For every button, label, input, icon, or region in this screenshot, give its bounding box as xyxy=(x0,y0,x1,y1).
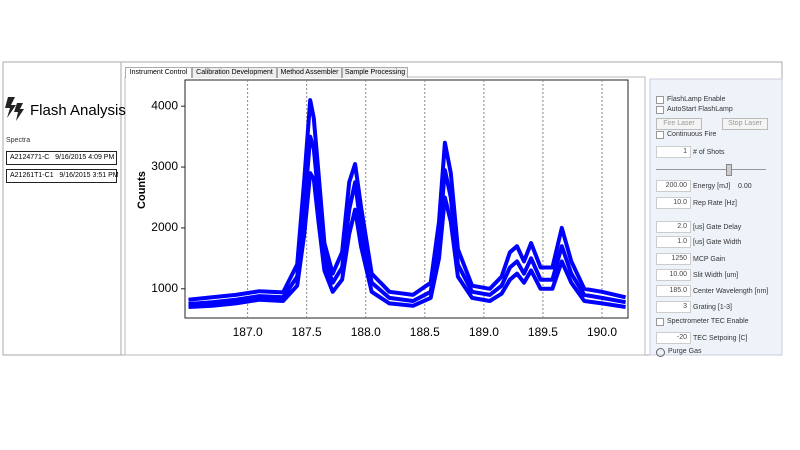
slider-track[interactable] xyxy=(656,169,766,170)
y-tick-label: 3000 xyxy=(151,159,178,173)
purge-label: Purge Gas xyxy=(668,348,702,355)
input-field[interactable]: 1250 xyxy=(656,253,691,265)
x-tick-label: 187.5 xyxy=(292,325,322,339)
y-tick-label: 2000 xyxy=(151,220,178,234)
spectrum-trace xyxy=(188,134,626,306)
spectrum-trace xyxy=(188,171,626,309)
y-tick-label: 1000 xyxy=(151,281,178,295)
purge-toggle[interactable] xyxy=(656,348,665,357)
checkbox[interactable] xyxy=(656,96,664,104)
input-field[interactable]: 1 xyxy=(656,146,691,158)
field-label: Rep Rate [Hz] xyxy=(693,200,737,207)
input-field[interactable]: -20 xyxy=(656,332,691,344)
checkbox[interactable] xyxy=(656,318,664,326)
energy-reading: 0.00 xyxy=(738,183,752,190)
tab[interactable]: Sample Processing xyxy=(342,67,408,78)
x-tick-label: 188.5 xyxy=(410,325,440,339)
x-tick-label: 189.5 xyxy=(528,325,558,339)
checkbox[interactable] xyxy=(656,131,664,139)
y-tick-label: 4000 xyxy=(151,98,178,112)
field-label: MCP Gain xyxy=(693,256,726,263)
slider-thumb[interactable] xyxy=(726,164,732,176)
field-label: [us] Gate Delay xyxy=(693,224,742,231)
tab[interactable]: Calibration Development xyxy=(192,67,277,78)
field-label: TEC Setpoing [C] xyxy=(693,335,748,342)
field-label: Grating [1-3] xyxy=(693,304,732,311)
x-tick-label: 187.0 xyxy=(233,325,263,339)
button[interactable]: Fire Laser xyxy=(656,118,702,130)
checkbox[interactable] xyxy=(656,106,664,114)
logo xyxy=(5,97,24,121)
app-title: Flash Analysis xyxy=(30,102,126,119)
spectra-label: Spectra xyxy=(6,137,31,144)
field-label: Slit Width [um] xyxy=(693,272,739,279)
x-tick-label: 189.0 xyxy=(469,325,499,339)
spectrum-item[interactable]: A2124771-C 9/16/2015 4:09 PM xyxy=(6,151,117,165)
tab[interactable]: Method Assembler xyxy=(277,67,342,78)
input-field[interactable]: 200.00 xyxy=(656,180,691,192)
input-field[interactable]: 1.0 xyxy=(656,236,691,248)
tab[interactable]: Instrument Control xyxy=(125,67,192,78)
spectrum-trace xyxy=(188,98,627,302)
checkbox-label: Spectrometer TEC Enable xyxy=(667,318,749,325)
field-label: # of Shots xyxy=(693,149,725,156)
x-tick-label: 190.0 xyxy=(587,325,617,339)
y-axis-label: Counts xyxy=(136,171,148,209)
field-label: Center Wavelength [nm] xyxy=(693,288,769,295)
field-label: [us] Gate Width xyxy=(693,239,742,246)
input-field[interactable]: 185.0 xyxy=(656,285,691,297)
field-label: Energy [mJ] xyxy=(693,183,731,190)
x-tick-label: 188.0 xyxy=(351,325,381,339)
plot-area xyxy=(184,79,629,319)
input-field[interactable]: 10.00 xyxy=(656,269,691,281)
checkbox-label: AutoStart FlashLamp xyxy=(667,106,733,113)
input-field[interactable]: 2.0 xyxy=(656,221,691,233)
button[interactable]: Stop Laser xyxy=(722,118,768,130)
input-field[interactable]: 3 xyxy=(656,301,691,313)
checkbox-label: Continuous Fire xyxy=(667,131,717,138)
checkbox-label: FlashLamp Enable xyxy=(667,96,726,103)
input-field[interactable]: 10.0 xyxy=(656,197,691,209)
spectrum-item[interactable]: A21261T1-C1 9/16/2015 3:51 PM xyxy=(6,169,119,183)
